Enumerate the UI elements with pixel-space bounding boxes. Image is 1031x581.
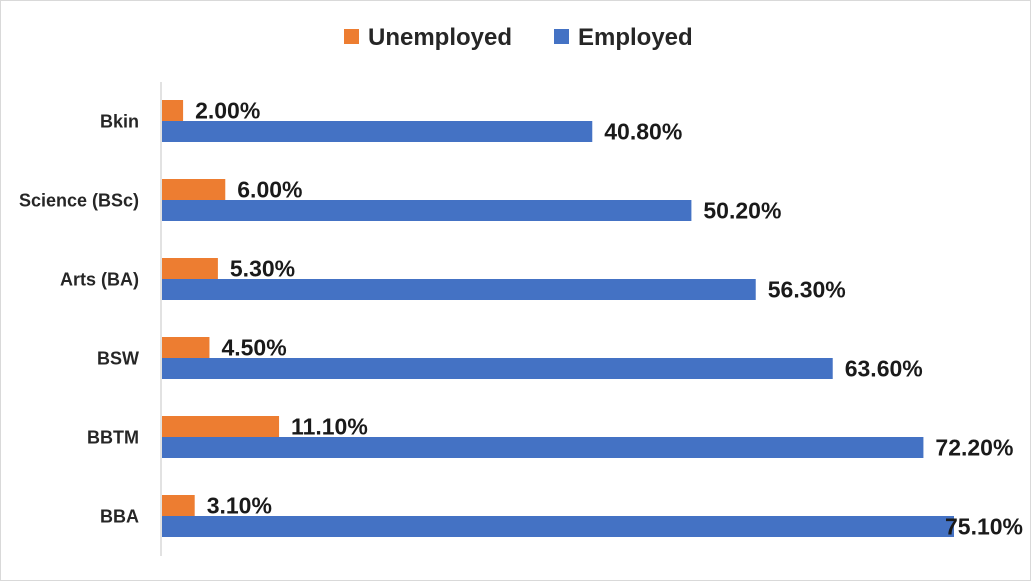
data-label-unemployed-science-bsc: 6.00%	[237, 177, 302, 203]
category-label-bbtm: BBTM	[87, 428, 139, 448]
bar-unemployed-arts-ba	[162, 258, 218, 279]
bar-employed-bkin	[162, 121, 593, 142]
bar-unemployed-bsw	[162, 337, 210, 358]
legend-swatch-employed	[554, 29, 569, 44]
bar-unemployed-bbtm	[162, 416, 280, 437]
legend: Unemployed Employed	[344, 24, 693, 51]
data-label-employed-arts-ba: 56.30%	[768, 277, 846, 303]
data-label-employed-bbtm: 72.20%	[935, 435, 1013, 461]
bar-unemployed-bkin	[162, 100, 184, 121]
bar-employed-science-bsc	[162, 200, 692, 221]
legend-label-employed: Employed	[578, 24, 693, 51]
data-label-unemployed-bsw: 4.50%	[221, 335, 286, 361]
data-label-employed-bkin: 40.80%	[604, 119, 682, 145]
bar-employed-bsw	[162, 358, 833, 379]
data-label-unemployed-bba: 3.10%	[207, 493, 272, 519]
bar-employed-bbtm	[162, 437, 924, 458]
bar-employed-arts-ba	[162, 279, 756, 300]
category-label-bkin: Bkin	[100, 112, 139, 132]
data-label-unemployed-bbtm: 11.10%	[291, 414, 368, 440]
bar-employed-bba	[162, 516, 954, 537]
data-label-employed-bba: 75.10%	[945, 514, 1023, 540]
category-label-arts-ba: Arts (BA)	[60, 270, 139, 290]
legend-label-unemployed: Unemployed	[368, 24, 512, 51]
data-label-employed-bsw: 63.60%	[845, 356, 923, 382]
legend-swatch-unemployed	[344, 29, 359, 44]
bar-unemployed-science-bsc	[162, 179, 226, 200]
bar-unemployed-bba	[162, 495, 195, 516]
data-label-unemployed-arts-ba: 5.30%	[230, 256, 295, 282]
category-label-bsw: BSW	[97, 349, 139, 369]
bars: Bkin 2.00% 40.80% Science (BSc) 6.00% 50.20% A…	[19, 98, 1023, 540]
category-label-bba: BBA	[100, 507, 139, 527]
category-label-science-bsc: Science (BSc)	[19, 191, 139, 211]
data-label-unemployed-bkin: 2.00%	[195, 98, 260, 124]
data-label-employed-science-bsc: 50.20%	[703, 198, 781, 224]
